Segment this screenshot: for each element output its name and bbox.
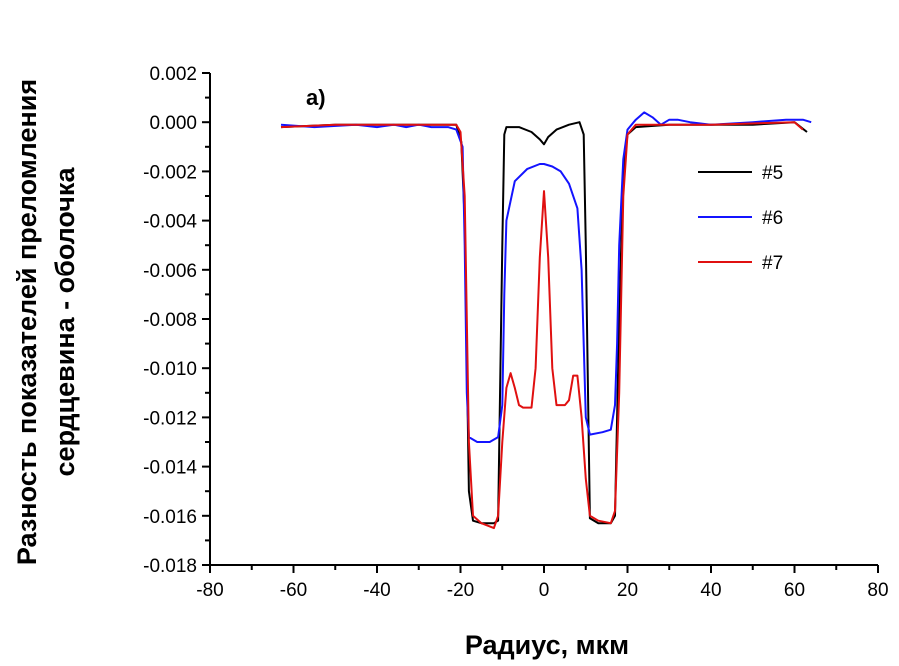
x-tick-label: 40: [700, 580, 721, 601]
y-tick-label: -0.006: [143, 261, 197, 282]
x-tick-label: 0: [539, 580, 550, 601]
x-tick-label: -20: [447, 580, 474, 601]
series-line-n5: [280, 121, 808, 525]
legend-label: #5: [762, 163, 783, 184]
legend: #5 #6 #7: [698, 163, 783, 274]
x-tick-label: -60: [280, 580, 307, 601]
y-tick-label: -0.012: [143, 408, 197, 429]
x-axis-title: Радиус, мкм: [465, 630, 629, 660]
x-tick-label: 20: [617, 580, 638, 601]
x-tick-label: -40: [363, 580, 390, 601]
y-tick-label: 0.000: [149, 113, 197, 134]
y-tick-label: -0.014: [143, 458, 197, 479]
panel-label: a): [306, 85, 326, 110]
y-tick-label: -0.016: [143, 507, 197, 528]
y-tick-label: -0.002: [143, 162, 197, 183]
y-axis-title: Разность показателей преломления сердцев…: [12, 79, 80, 565]
axes: -80 -60 -40 -20 0 20 40 60 80 -0.018 -0.016 -0.014 -…: [143, 64, 888, 601]
legend-label: #6: [762, 208, 783, 229]
x-tick-label: 60: [784, 580, 805, 601]
legend-label: #7: [762, 253, 783, 274]
y-axis-title-line1: Разность показателей преломления: [12, 79, 42, 565]
series-layer: [280, 111, 812, 530]
series-line-n7: [280, 121, 804, 530]
y-tick-label: -0.008: [143, 310, 197, 331]
y-tick-label: -0.004: [143, 212, 197, 233]
y-axis-title-line2: сердцевина - оболочка: [50, 167, 80, 477]
x-tick-label: 80: [867, 580, 888, 601]
y-tick-label: -0.018: [143, 556, 197, 577]
y-tick-label: -0.010: [143, 359, 197, 380]
series-line-n6: [280, 111, 812, 443]
y-tick-label: 0.002: [149, 64, 197, 85]
x-tick-label: -80: [196, 580, 223, 601]
